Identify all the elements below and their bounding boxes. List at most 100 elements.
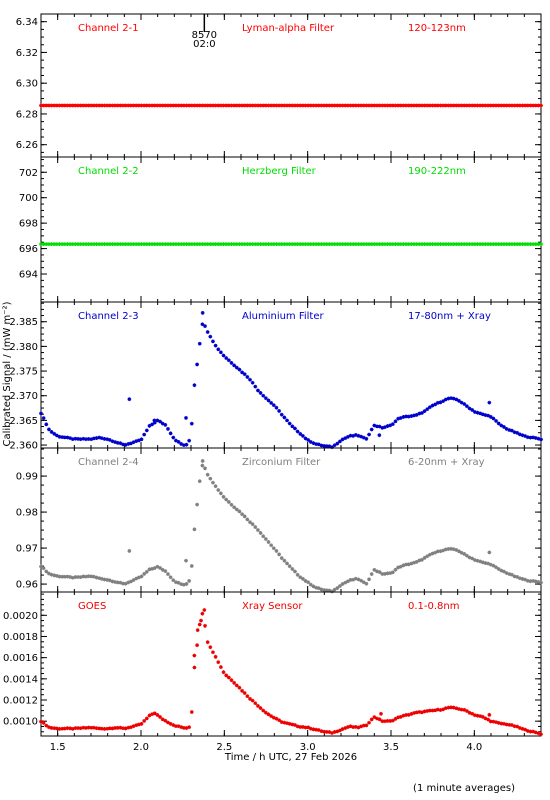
data-point: [44, 569, 49, 574]
data-point: [234, 507, 239, 512]
x-tick-label: 2.0: [133, 742, 149, 753]
filter-label: Xray Sensor: [242, 601, 303, 612]
data-point: [308, 726, 313, 731]
data-point: [200, 322, 205, 327]
x-tick-label: 2.5: [216, 742, 232, 753]
x-tick-label: 1.5: [50, 742, 66, 753]
data-point: [472, 410, 477, 414]
data-point: [420, 557, 424, 562]
data-point: [44, 422, 49, 427]
data-point: [457, 242, 461, 247]
data-point: [298, 432, 303, 436]
data-point: [322, 103, 326, 108]
data-point: [465, 242, 469, 247]
data-point: [404, 103, 408, 108]
data-point: [158, 715, 162, 719]
data-point: [335, 103, 340, 108]
data-point: [192, 242, 197, 247]
data-point: [380, 425, 385, 430]
data-point: [131, 242, 136, 247]
data-point: [367, 432, 371, 437]
data-point: [129, 441, 133, 446]
data-point: [253, 242, 258, 247]
data-point: [525, 578, 530, 583]
data-point: [197, 341, 202, 346]
data-point: [216, 347, 221, 352]
data-point: [409, 242, 414, 247]
data-point-outlier: [127, 397, 132, 402]
data-point: [279, 242, 284, 247]
data-point: [430, 708, 435, 713]
data-point: [261, 393, 266, 398]
data-point: [427, 242, 432, 247]
data-point: [472, 713, 477, 718]
data-point: [234, 242, 239, 247]
panel-frame: [40, 591, 542, 737]
data-point: [152, 711, 157, 716]
data-point: [435, 707, 440, 712]
data-point: [123, 726, 128, 731]
data-point: [330, 589, 334, 594]
data-point: [155, 242, 160, 247]
data-point: [274, 549, 279, 553]
data-point: [390, 103, 395, 108]
data-point: [338, 103, 342, 108]
data-point: [181, 725, 186, 730]
data-point: [179, 103, 184, 108]
data-point: [139, 103, 144, 108]
data-point: [290, 567, 295, 571]
data-point: [52, 431, 57, 436]
data-point: [49, 430, 54, 434]
data-point: [60, 726, 65, 731]
data-point: [73, 242, 78, 247]
data-point: [303, 725, 308, 730]
data-point: [385, 571, 390, 576]
data-point: [176, 242, 181, 247]
band-label: 190-222nm: [408, 166, 466, 177]
data-point: [47, 427, 51, 432]
data-point: [44, 103, 49, 108]
data-point: [488, 103, 493, 108]
data-point: [248, 520, 252, 525]
data-point: [200, 103, 205, 108]
data-point: [139, 242, 144, 247]
data-point: [115, 440, 120, 445]
data-point: [398, 103, 403, 108]
data-point: [502, 569, 506, 574]
data-point: [404, 562, 408, 567]
data-point: [139, 574, 144, 579]
data-point: [467, 710, 472, 715]
data-point: [372, 567, 377, 572]
data-point: [136, 438, 141, 443]
data-point: [433, 103, 438, 108]
data-point: [462, 103, 467, 108]
data-point: [422, 409, 427, 414]
data-point: [240, 370, 244, 375]
y-tick-label: 6.26: [16, 140, 38, 151]
data-point: [142, 572, 147, 576]
data-point: [478, 411, 483, 416]
data-point: [78, 103, 83, 108]
data-point: [216, 103, 221, 108]
data-point: [197, 622, 202, 627]
data-point: [168, 575, 173, 580]
y-tick-label: 0.0020: [3, 611, 38, 622]
data-point: [277, 242, 281, 247]
data-point: [107, 103, 112, 108]
data-point: [517, 576, 522, 581]
data-point: [226, 242, 231, 247]
panel-4: 0.99 0.98 0.97 0.96 Channel 2-4 Zirconium Fil…: [16, 447, 543, 594]
data-point: [457, 103, 461, 108]
data-point: [301, 242, 305, 247]
data-point: [475, 103, 480, 108]
data-point: [248, 242, 252, 247]
data-point: [398, 714, 403, 719]
data-point-outlier: [199, 618, 203, 623]
data-point: [41, 103, 46, 108]
data-point: [449, 396, 453, 401]
x-axis-title: Time / h UTC, 27 Feb 2026: [224, 752, 357, 763]
data-point: [528, 103, 533, 108]
data-point: [52, 242, 57, 247]
data-point: [110, 103, 115, 108]
data-point: [525, 729, 530, 733]
